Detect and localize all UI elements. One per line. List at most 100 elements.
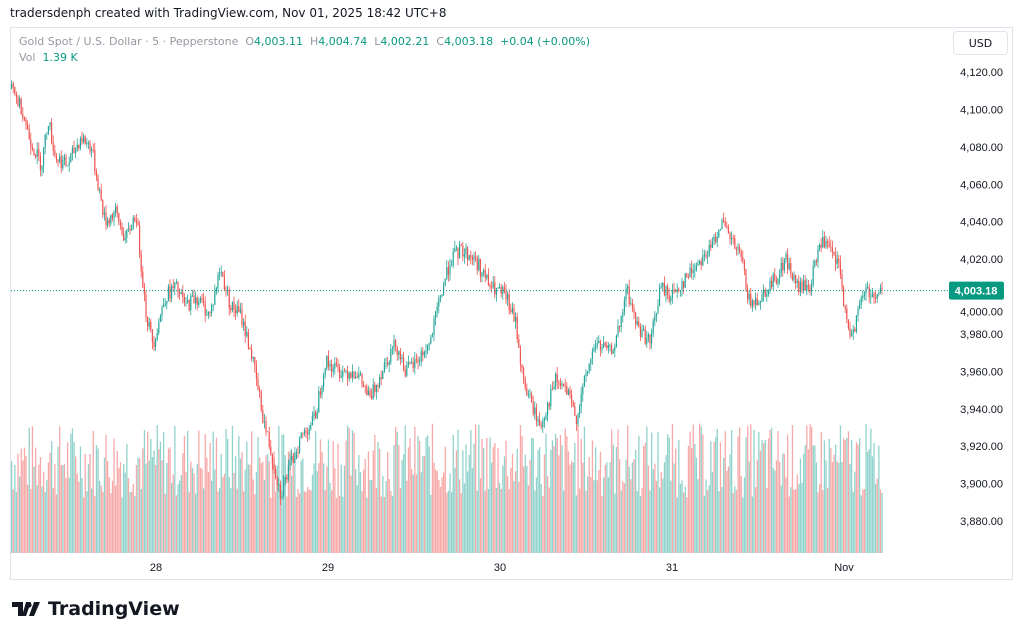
candle-body xyxy=(820,244,822,248)
volume-bar xyxy=(545,433,547,553)
volume-bar xyxy=(235,456,237,553)
symbol-legend: Gold Spot / U.S. Dollar · 5 · Pepperston… xyxy=(19,34,590,66)
candle-body xyxy=(347,371,349,379)
volume-bar xyxy=(663,462,666,553)
candle-body xyxy=(167,286,169,302)
volume-bar xyxy=(830,448,832,553)
volume-bar xyxy=(300,460,302,553)
volume-bar xyxy=(716,429,718,553)
candle-body xyxy=(763,289,765,295)
candle-body xyxy=(355,376,357,379)
volume-bar xyxy=(639,495,642,553)
volume-bar xyxy=(470,430,472,553)
volume-bar xyxy=(348,428,350,553)
currency-button[interactable]: USD xyxy=(953,31,1008,55)
volume-bar xyxy=(255,471,258,553)
volume-bar xyxy=(531,437,533,553)
volume-bar xyxy=(799,458,802,553)
volume-bar xyxy=(294,446,296,553)
candle-body xyxy=(612,350,614,354)
volume-bar xyxy=(569,464,571,553)
open-value: 4,003.11 xyxy=(254,35,304,48)
volume-bar xyxy=(548,487,550,553)
candle-body xyxy=(294,458,296,463)
volume-bar xyxy=(585,490,587,553)
candle-body xyxy=(398,351,400,355)
candle-body xyxy=(777,278,779,284)
candle-body xyxy=(516,317,518,339)
volume-bar xyxy=(68,477,70,553)
volume-bar xyxy=(174,426,176,553)
candle-body xyxy=(809,287,811,292)
volume-bar xyxy=(724,431,726,553)
candle-body xyxy=(127,228,129,230)
tradingview-logo[interactable]: TradingView xyxy=(12,598,180,620)
volume-bar xyxy=(241,452,243,553)
candle-body xyxy=(145,294,147,318)
volume-bar xyxy=(36,485,38,553)
volume-bar xyxy=(185,472,187,553)
candle-body xyxy=(620,316,622,328)
candle-body xyxy=(555,373,557,387)
volume-bar xyxy=(107,460,109,553)
candle-body xyxy=(207,311,209,315)
volume-bar xyxy=(115,485,117,553)
candle-body xyxy=(759,301,761,304)
candle-body xyxy=(569,390,571,395)
candle-body xyxy=(198,302,200,305)
candle-body xyxy=(785,253,787,260)
volume-bar xyxy=(708,485,710,553)
candle-body xyxy=(795,275,797,284)
low-value: 4,002.21 xyxy=(380,35,430,48)
volume-bar xyxy=(246,441,248,553)
volume-bar xyxy=(187,430,189,553)
candle-body xyxy=(110,215,112,224)
candle-body xyxy=(332,368,334,372)
volume-bar xyxy=(310,490,312,553)
volume-bar xyxy=(287,451,290,553)
volume-bar xyxy=(807,449,810,553)
volume-bar xyxy=(163,431,165,553)
candle-body xyxy=(59,156,61,162)
candle-body xyxy=(372,384,374,399)
candle-body xyxy=(591,351,593,360)
volume-bar xyxy=(303,491,306,553)
candle-body xyxy=(623,300,625,313)
candle-body xyxy=(599,341,601,350)
volume-bar xyxy=(308,489,310,553)
volume-bar xyxy=(155,464,157,553)
volume-bar xyxy=(505,440,507,553)
volume-bar xyxy=(89,453,91,553)
candle-body xyxy=(60,156,62,169)
volume-bar xyxy=(702,434,704,553)
candle-body xyxy=(767,291,769,295)
candle-body xyxy=(511,307,513,312)
candle-body xyxy=(284,477,286,481)
candle-body xyxy=(193,295,195,304)
candle-body xyxy=(465,247,467,255)
candle-body xyxy=(71,147,73,154)
candle-body xyxy=(595,346,597,349)
volume-bar xyxy=(286,496,288,553)
volume-bar xyxy=(555,433,557,553)
chart-frame[interactable] xyxy=(10,27,1013,580)
volume-bar xyxy=(73,441,75,553)
candle-body xyxy=(827,241,829,244)
volume-bar xyxy=(494,443,496,553)
candle-body xyxy=(564,385,566,387)
candle-body xyxy=(391,348,393,350)
candle-body xyxy=(44,134,46,148)
volume-bar xyxy=(326,466,328,553)
volume-bar xyxy=(763,443,765,553)
candle-body xyxy=(311,416,313,425)
volume-bar xyxy=(231,425,234,553)
candle-body xyxy=(57,159,59,162)
volume-bar xyxy=(223,473,226,553)
symbol-name[interactable]: Gold Spot / U.S. Dollar · 5 · Pepperston… xyxy=(19,35,239,48)
candle-body xyxy=(166,301,168,304)
candle-body xyxy=(647,334,649,338)
volume-bar xyxy=(825,460,827,553)
volume-bar xyxy=(822,489,824,553)
candle-body xyxy=(659,287,661,306)
